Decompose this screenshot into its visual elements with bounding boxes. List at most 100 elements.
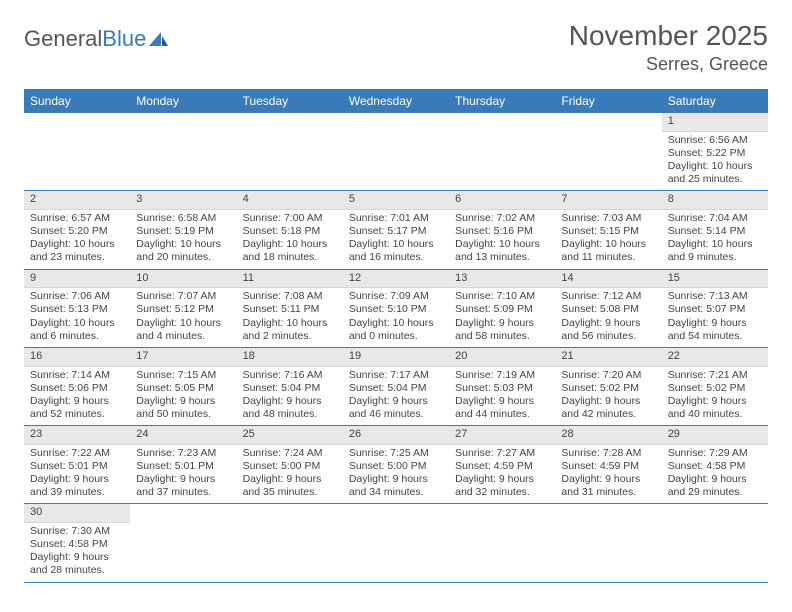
daylight-text: Daylight: 10 hours and 9 minutes. [668,238,762,264]
sunset-text: Sunset: 4:58 PM [668,460,762,473]
daylight-text: Daylight: 9 hours and 34 minutes. [349,473,443,499]
day-body: Sunrise: 7:00 AMSunset: 5:18 PMDaylight:… [237,210,343,269]
sunset-text: Sunset: 5:02 PM [561,382,655,395]
day-cell: 2Sunrise: 6:57 AMSunset: 5:20 PMDaylight… [24,191,130,268]
day-cell [237,113,343,190]
day-cell: 6Sunrise: 7:02 AMSunset: 5:16 PMDaylight… [449,191,555,268]
daylight-text: Daylight: 9 hours and 56 minutes. [561,317,655,343]
day-number: 11 [237,270,343,289]
day-number: 12 [343,270,449,289]
sunrise-text: Sunrise: 7:03 AM [561,212,655,225]
day-body: Sunrise: 7:17 AMSunset: 5:04 PMDaylight:… [343,367,449,426]
sunrise-text: Sunrise: 7:00 AM [243,212,337,225]
sunrise-text: Sunrise: 7:04 AM [668,212,762,225]
week-row: 16Sunrise: 7:14 AMSunset: 5:06 PMDayligh… [24,348,768,426]
sunset-text: Sunset: 5:03 PM [455,382,549,395]
day-body: Sunrise: 6:58 AMSunset: 5:19 PMDaylight:… [130,210,236,269]
day-number: 14 [555,270,661,289]
day-body: Sunrise: 7:19 AMSunset: 5:03 PMDaylight:… [449,367,555,426]
sunrise-text: Sunrise: 6:58 AM [136,212,230,225]
day-number: 17 [130,348,236,367]
sunset-text: Sunset: 5:20 PM [30,225,124,238]
day-cell: 1Sunrise: 6:56 AMSunset: 5:22 PMDaylight… [662,113,768,190]
day-body: Sunrise: 7:15 AMSunset: 5:05 PMDaylight:… [130,367,236,426]
daylight-text: Daylight: 10 hours and 25 minutes. [668,160,762,186]
sunset-text: Sunset: 5:12 PM [136,303,230,316]
sunset-text: Sunset: 5:19 PM [136,225,230,238]
daylight-text: Daylight: 9 hours and 52 minutes. [30,395,124,421]
day-cell [343,504,449,581]
day-cell: 20Sunrise: 7:19 AMSunset: 5:03 PMDayligh… [449,348,555,425]
title-block: November 2025 Serres, Greece [569,20,768,75]
logo-text-blue: Blue [102,26,146,52]
daylight-text: Daylight: 9 hours and 29 minutes. [668,473,762,499]
day-cell: 18Sunrise: 7:16 AMSunset: 5:04 PMDayligh… [237,348,343,425]
day-cell: 22Sunrise: 7:21 AMSunset: 5:02 PMDayligh… [662,348,768,425]
day-number: 26 [343,426,449,445]
day-number: 19 [343,348,449,367]
header: GeneralBlue November 2025 Serres, Greece [24,20,768,75]
sunrise-text: Sunrise: 7:09 AM [349,290,443,303]
weekday-header-row: SundayMondayTuesdayWednesdayThursdayFrid… [24,89,768,113]
sunset-text: Sunset: 4:59 PM [561,460,655,473]
daylight-text: Daylight: 9 hours and 48 minutes. [243,395,337,421]
sunset-text: Sunset: 5:04 PM [349,382,443,395]
weekday-header: Monday [130,89,236,113]
daylight-text: Daylight: 10 hours and 11 minutes. [561,238,655,264]
weekday-header: Thursday [449,89,555,113]
weekday-header: Sunday [24,89,130,113]
daylight-text: Daylight: 9 hours and 42 minutes. [561,395,655,421]
day-number: 24 [130,426,236,445]
sunrise-text: Sunrise: 7:27 AM [455,447,549,460]
day-body: Sunrise: 7:14 AMSunset: 5:06 PMDaylight:… [24,367,130,426]
day-body: Sunrise: 7:12 AMSunset: 5:08 PMDaylight:… [555,288,661,347]
sunset-text: Sunset: 5:10 PM [349,303,443,316]
daylight-text: Daylight: 10 hours and 23 minutes. [30,238,124,264]
day-number: 27 [449,426,555,445]
sunrise-text: Sunrise: 7:30 AM [30,525,124,538]
sunrise-text: Sunrise: 7:22 AM [30,447,124,460]
day-body: Sunrise: 7:24 AMSunset: 5:00 PMDaylight:… [237,445,343,504]
sunset-text: Sunset: 4:58 PM [30,538,124,551]
sunset-text: Sunset: 5:01 PM [30,460,124,473]
day-body: Sunrise: 7:22 AMSunset: 5:01 PMDaylight:… [24,445,130,504]
day-body: Sunrise: 7:01 AMSunset: 5:17 PMDaylight:… [343,210,449,269]
sunset-text: Sunset: 5:08 PM [561,303,655,316]
day-number: 29 [662,426,768,445]
sunset-text: Sunset: 5:15 PM [561,225,655,238]
day-number: 1 [662,113,768,132]
calendar: SundayMondayTuesdayWednesdayThursdayFrid… [24,89,768,583]
sunset-text: Sunset: 5:02 PM [668,382,762,395]
day-cell [555,504,661,581]
sunrise-text: Sunrise: 7:07 AM [136,290,230,303]
sunset-text: Sunset: 5:07 PM [668,303,762,316]
sunrise-text: Sunrise: 6:56 AM [668,134,762,147]
day-number: 16 [24,348,130,367]
week-row: 23Sunrise: 7:22 AMSunset: 5:01 PMDayligh… [24,426,768,504]
day-number: 2 [24,191,130,210]
week-row: 9Sunrise: 7:06 AMSunset: 5:13 PMDaylight… [24,270,768,348]
weekday-header: Saturday [662,89,768,113]
day-cell: 14Sunrise: 7:12 AMSunset: 5:08 PMDayligh… [555,270,661,347]
day-body: Sunrise: 6:56 AMSunset: 5:22 PMDaylight:… [662,132,768,191]
daylight-text: Daylight: 9 hours and 40 minutes. [668,395,762,421]
sunset-text: Sunset: 5:14 PM [668,225,762,238]
day-number: 23 [24,426,130,445]
daylight-text: Daylight: 9 hours and 31 minutes. [561,473,655,499]
sunrise-text: Sunrise: 7:17 AM [349,369,443,382]
day-number: 3 [130,191,236,210]
day-body: Sunrise: 7:07 AMSunset: 5:12 PMDaylight:… [130,288,236,347]
day-cell [24,113,130,190]
day-cell: 10Sunrise: 7:07 AMSunset: 5:12 PMDayligh… [130,270,236,347]
logo: GeneralBlue [24,26,170,52]
day-cell: 4Sunrise: 7:00 AMSunset: 5:18 PMDaylight… [237,191,343,268]
sunrise-text: Sunrise: 7:29 AM [668,447,762,460]
day-cell [130,504,236,581]
day-number: 20 [449,348,555,367]
day-cell [237,504,343,581]
day-body: Sunrise: 7:08 AMSunset: 5:11 PMDaylight:… [237,288,343,347]
sunrise-text: Sunrise: 7:10 AM [455,290,549,303]
day-cell: 9Sunrise: 7:06 AMSunset: 5:13 PMDaylight… [24,270,130,347]
day-cell: 27Sunrise: 7:27 AMSunset: 4:59 PMDayligh… [449,426,555,503]
day-body: Sunrise: 7:03 AMSunset: 5:15 PMDaylight:… [555,210,661,269]
